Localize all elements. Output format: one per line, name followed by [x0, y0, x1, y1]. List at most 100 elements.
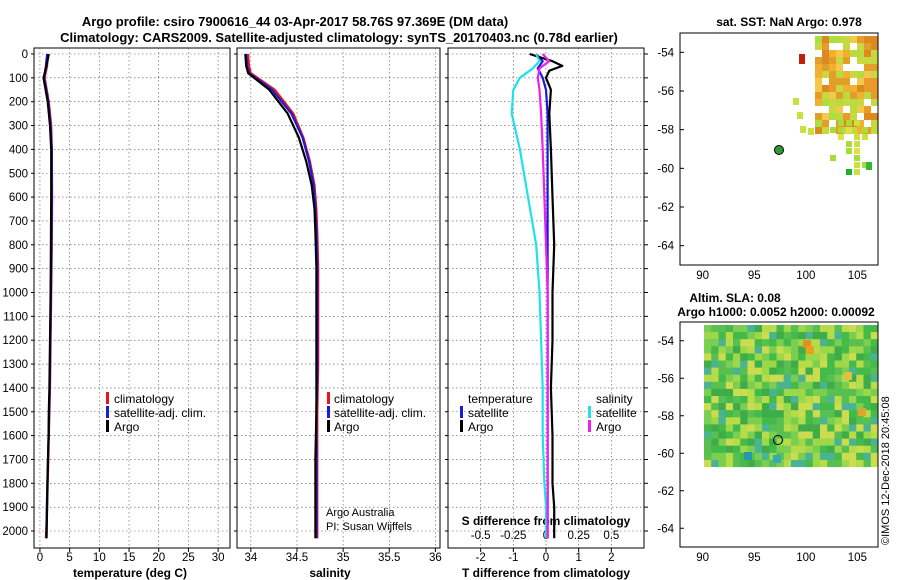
sla-cell	[718, 431, 726, 439]
sst-cell	[836, 64, 843, 71]
sla-cell	[805, 367, 813, 375]
sla-cell	[733, 374, 741, 382]
credit-line-1: Argo Australia	[326, 507, 395, 519]
sst-cell	[850, 113, 857, 120]
sla-cell	[769, 424, 777, 432]
sst-cell	[871, 120, 878, 127]
sla-cell	[711, 381, 719, 389]
sla-cell	[798, 374, 806, 382]
sst-cell	[862, 162, 868, 168]
sla-cell	[762, 388, 770, 397]
lon-tick-label: 100	[796, 270, 815, 282]
legend-label: Argo	[334, 420, 360, 434]
depth-tick-label: 700	[9, 216, 28, 228]
sla-cell	[783, 424, 792, 432]
sst-cell	[822, 113, 829, 120]
sla-cell	[827, 325, 835, 333]
sla-cell	[725, 417, 734, 425]
sla-cell	[820, 424, 828, 432]
depth-tick-label: 600	[9, 192, 28, 204]
sst-cell	[857, 36, 864, 43]
lat-tick-label: -60	[657, 163, 674, 175]
sla-cell	[740, 353, 748, 361]
sla-cell	[863, 332, 871, 340]
sst-cell	[815, 57, 822, 64]
sla-cell	[747, 431, 755, 439]
sla-cell	[820, 374, 828, 382]
sla-cell	[863, 452, 871, 460]
sla-cell	[776, 459, 784, 468]
sla-cell	[863, 410, 871, 418]
sst-cell	[822, 57, 829, 64]
sla-cell	[762, 346, 770, 354]
sla-cell	[769, 452, 777, 460]
temperature-xlabel: temperature (deg C)	[73, 566, 187, 580]
legend-swatch-temp-argo	[460, 420, 463, 432]
sla-cell	[791, 452, 799, 460]
sla-cell	[849, 374, 857, 382]
sst-cell	[857, 92, 864, 99]
sst-cell	[850, 50, 857, 57]
sst-cell	[797, 112, 803, 119]
sla-cell	[870, 452, 879, 460]
sla-cell	[798, 367, 806, 375]
sla-cell	[711, 452, 719, 460]
x-tick-label: 35	[337, 552, 350, 564]
sst-cell	[829, 106, 836, 113]
sla-cell	[863, 381, 871, 389]
x-tick-label: 0	[543, 552, 549, 564]
sst-cell	[822, 127, 829, 134]
sla-cell	[858, 408, 866, 416]
sst-cell	[822, 92, 829, 99]
sla-cell	[711, 374, 719, 382]
sla-cell	[704, 459, 712, 468]
sla-cell	[704, 396, 712, 404]
sla-lon-ticks: 90 95 100 105	[696, 552, 867, 564]
sla-cell	[849, 346, 857, 354]
sla-cell	[812, 374, 821, 382]
sst-cell	[836, 71, 843, 78]
sla-cell	[783, 417, 792, 425]
sla-argo-marker	[773, 435, 783, 445]
sst-cell	[871, 43, 878, 50]
difference-legend: temperature salinity satellite Argo sate…	[460, 392, 637, 434]
title-line-1: Argo profile: csiro 7900616_44 03-Apr-20…	[82, 14, 508, 29]
sla-cell	[769, 325, 777, 333]
difference-xlabel: T difference from climatology	[462, 566, 630, 580]
sla-cell	[798, 445, 806, 453]
sla-cell	[827, 410, 835, 418]
sla-cell	[733, 438, 741, 446]
sst-cell	[854, 141, 860, 147]
sla-cell	[733, 332, 741, 340]
sla-cell	[718, 424, 726, 432]
sla-cell	[725, 381, 734, 389]
sla-cell	[733, 424, 741, 432]
sla-cell	[776, 367, 784, 375]
sla-cell	[820, 403, 828, 411]
sla-cell	[762, 417, 770, 425]
sla-cell	[791, 353, 799, 361]
sla-cell	[769, 346, 777, 354]
legend-label: Argo	[596, 420, 622, 434]
sla-cell	[834, 367, 842, 375]
sla-cell	[805, 381, 813, 389]
sst-cell	[864, 57, 871, 64]
sla-cell	[718, 452, 726, 460]
s-tick-label: -0.25	[500, 530, 526, 542]
sla-cell	[718, 353, 726, 361]
sla-cell	[812, 417, 821, 425]
sst-cell	[850, 106, 857, 113]
sst-cell	[843, 92, 850, 99]
sla-cell	[820, 410, 828, 418]
sla-cell	[849, 332, 857, 340]
sst-cell	[871, 71, 878, 78]
sla-cell	[718, 360, 726, 368]
sla-cell	[747, 396, 755, 404]
sla-cell	[856, 396, 864, 404]
sla-cell	[725, 445, 734, 453]
sla-cell	[849, 459, 857, 468]
legend-swatch-satellite	[327, 406, 330, 418]
sla-cell	[812, 431, 821, 439]
sla-cell	[747, 388, 755, 397]
sla-cell	[740, 410, 748, 418]
